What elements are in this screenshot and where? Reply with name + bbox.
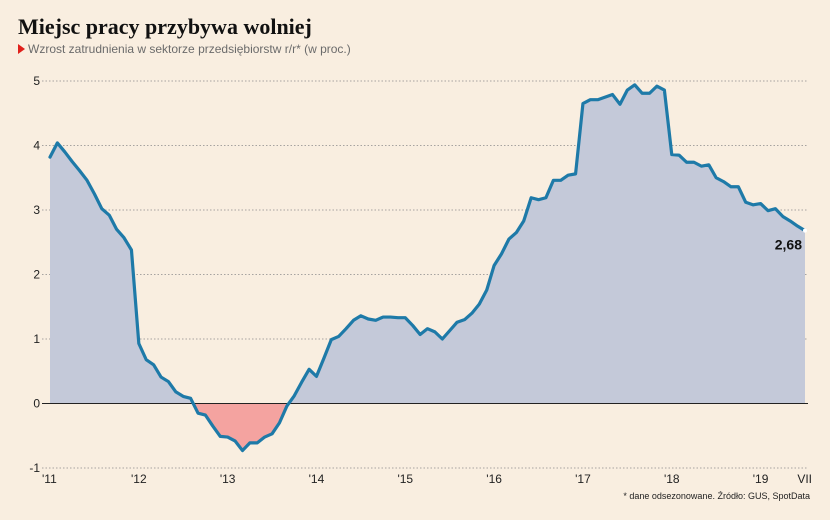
subtitle-text: Wzrost zatrudnienia w sektorze przedsięb… <box>28 42 351 56</box>
red-triangle-icon <box>18 44 25 54</box>
x-tick-label: '11 <box>42 472 57 486</box>
source-footnote: * dane odsezonowane. Źródło: GUS, SpotDa… <box>623 491 810 501</box>
x-tick-label: '16 <box>486 472 502 486</box>
chart-series-line <box>48 83 807 453</box>
y-tick-label: 5 <box>33 74 40 88</box>
y-tick-label: 2 <box>33 268 40 282</box>
x-tick-label: '18 <box>664 472 680 486</box>
y-tick-label: 4 <box>33 139 40 153</box>
series-line <box>48 83 807 453</box>
y-tick-label: 3 <box>33 203 40 217</box>
x-tick-label: '17 <box>575 472 591 486</box>
y-tick-label: 0 <box>33 397 40 411</box>
end-value-label: 2,68 <box>775 237 802 253</box>
chart-areas <box>50 84 805 451</box>
x-tick-label: '13 <box>220 472 236 486</box>
area-positive <box>50 84 805 404</box>
x-tick-label: '14 <box>309 472 325 486</box>
y-tick-label: -1 <box>29 461 40 475</box>
chart-title: Miejsc pracy przybywa wolniej <box>18 14 312 39</box>
end-point <box>803 228 807 233</box>
area-negative <box>50 403 805 451</box>
x-tick-label: '12 <box>131 472 147 486</box>
x-tick-label: '15 <box>397 472 413 486</box>
end-label-group: 2,68 <box>775 237 802 253</box>
x-tick-label: '19 <box>753 472 769 486</box>
x-tick-label: VII <box>797 472 812 486</box>
y-axis-ticks: 5 4 3 2 1 0 -1 <box>29 74 40 475</box>
y-tick-label: 1 <box>33 332 40 346</box>
x-axis-ticks: '11 '12 '13 '14 '15 '16 '17 '18 '19 VII <box>42 472 812 486</box>
chart-subtitle: Wzrost zatrudnienia w sektorze przedsięb… <box>18 42 351 56</box>
